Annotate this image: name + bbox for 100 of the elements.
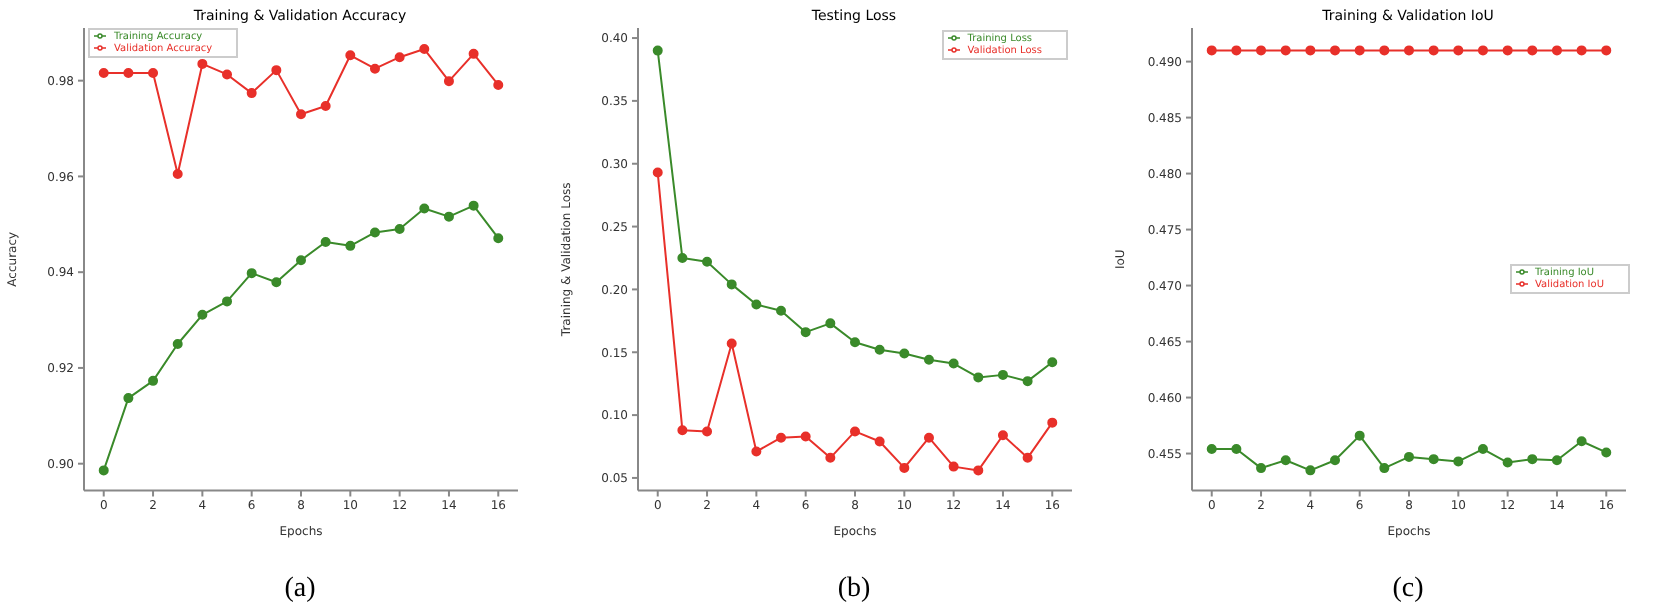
point	[923, 354, 934, 365]
point	[776, 432, 787, 443]
point	[345, 50, 356, 61]
point	[222, 296, 233, 307]
point	[1576, 436, 1587, 447]
point	[1206, 444, 1217, 455]
point	[197, 58, 208, 69]
point	[825, 318, 836, 329]
point	[1047, 357, 1058, 368]
point	[825, 452, 836, 463]
point	[1022, 452, 1033, 463]
point	[98, 68, 109, 79]
point	[148, 68, 159, 79]
point	[997, 369, 1008, 380]
point	[172, 169, 183, 180]
point	[1379, 45, 1390, 56]
point	[800, 327, 811, 338]
point	[1551, 455, 1562, 466]
point	[123, 393, 134, 404]
point	[850, 337, 860, 348]
point	[443, 211, 454, 222]
point	[948, 358, 959, 369]
point	[1231, 45, 1242, 56]
point	[246, 268, 257, 279]
point	[271, 65, 282, 76]
point	[1601, 45, 1612, 56]
point	[1330, 45, 1341, 56]
point	[874, 436, 885, 447]
point	[1527, 454, 1538, 465]
point	[1256, 45, 1267, 56]
point	[271, 277, 282, 288]
point	[677, 252, 688, 263]
point	[296, 255, 306, 266]
point	[726, 279, 737, 290]
point	[369, 63, 380, 74]
point	[197, 309, 208, 320]
point	[1428, 454, 1439, 465]
text: (b)	[835, 572, 873, 608]
point	[973, 372, 984, 383]
point	[1305, 45, 1316, 56]
point	[751, 299, 762, 310]
point	[320, 101, 331, 112]
point	[973, 465, 984, 476]
point	[800, 431, 811, 442]
point	[394, 52, 405, 63]
point	[1502, 45, 1513, 56]
point	[246, 88, 257, 99]
text: (c)	[1390, 572, 1426, 608]
point	[468, 48, 479, 59]
point	[1379, 463, 1390, 474]
point	[98, 465, 109, 476]
point	[1477, 444, 1488, 455]
point	[222, 69, 233, 80]
point	[1551, 45, 1562, 56]
point	[148, 375, 159, 386]
point	[652, 45, 663, 56]
point	[369, 227, 380, 238]
point	[899, 462, 910, 473]
point	[1404, 451, 1414, 462]
point	[1354, 430, 1365, 441]
point	[776, 305, 787, 316]
point	[677, 425, 688, 436]
point	[493, 233, 504, 244]
point	[1502, 457, 1513, 468]
point	[874, 344, 885, 355]
point	[345, 240, 356, 251]
point	[123, 68, 134, 79]
point	[443, 76, 454, 87]
point	[419, 203, 430, 214]
point	[1047, 417, 1058, 428]
point	[997, 430, 1008, 441]
point	[320, 237, 331, 248]
point	[1330, 455, 1341, 466]
point	[1453, 45, 1464, 56]
point	[1231, 444, 1242, 455]
point	[1206, 45, 1217, 56]
point	[923, 432, 934, 443]
point	[702, 426, 713, 437]
point	[1022, 376, 1033, 387]
point	[1354, 45, 1365, 56]
point	[1527, 45, 1538, 56]
point	[726, 338, 737, 349]
point	[1404, 45, 1414, 56]
point	[1601, 447, 1612, 458]
point	[652, 167, 663, 178]
point	[172, 338, 183, 349]
point	[493, 79, 504, 90]
point	[751, 446, 762, 457]
point	[1280, 455, 1291, 466]
point	[1477, 45, 1488, 56]
point	[1305, 465, 1316, 476]
point	[1576, 45, 1587, 56]
point	[702, 256, 713, 267]
point	[1280, 45, 1291, 56]
point	[296, 109, 306, 120]
point	[394, 224, 405, 235]
point	[1256, 463, 1267, 474]
point	[948, 461, 959, 472]
point	[1428, 45, 1439, 56]
text: (a)	[282, 572, 318, 608]
